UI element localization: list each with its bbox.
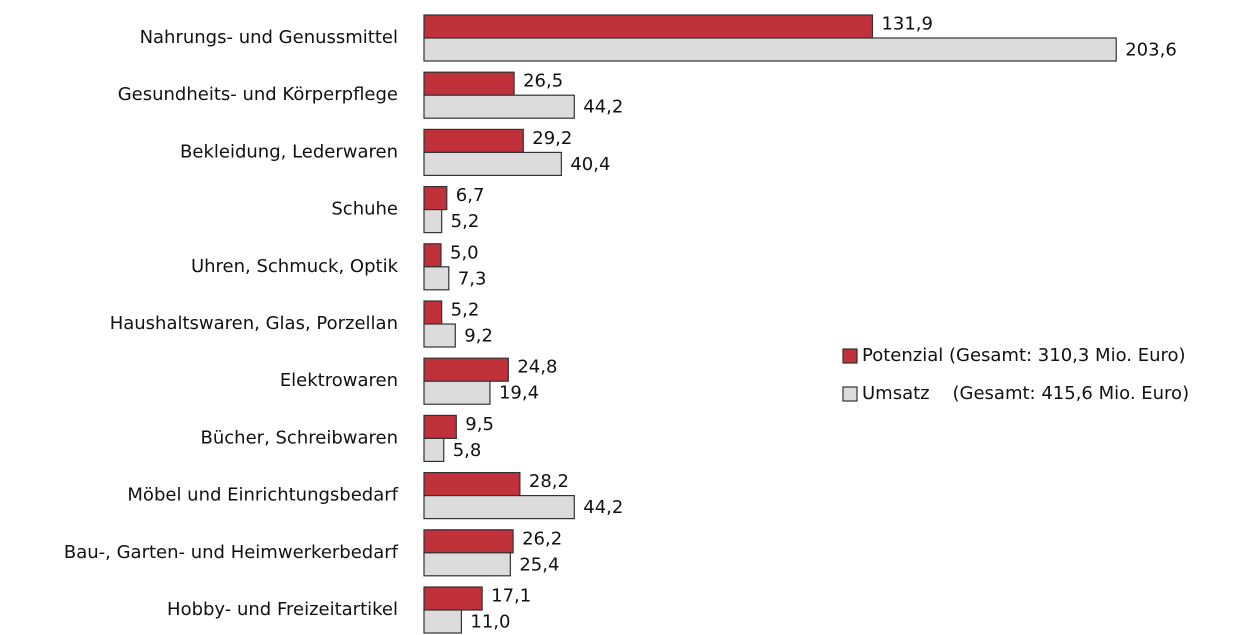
value-label: 25,4 xyxy=(519,554,559,575)
value-label: 29,2 xyxy=(532,128,572,149)
value-label: 5,2 xyxy=(451,211,480,232)
value-label: 9,2 xyxy=(464,326,493,347)
value-label: 131,9 xyxy=(881,14,933,35)
value-label: 203,6 xyxy=(1125,40,1177,61)
bar xyxy=(423,300,443,325)
category-label: Bekleidung, Lederwaren xyxy=(180,141,398,162)
value-label: 6,7 xyxy=(456,185,485,206)
legend-swatch xyxy=(842,348,858,364)
bar xyxy=(423,414,457,439)
bar xyxy=(423,14,874,39)
bar xyxy=(423,552,511,577)
value-label: 26,5 xyxy=(523,71,563,92)
value-label: 28,2 xyxy=(529,471,569,492)
category-label: Uhren, Schmuck, Optik xyxy=(191,256,399,277)
legend-label: Umsatz (Gesamt: 415,6 Mio. Euro) xyxy=(862,383,1189,404)
category-label: Schuhe xyxy=(331,199,398,220)
category-label: Hobby- und Freizeitartikel xyxy=(167,599,398,620)
bar xyxy=(423,94,575,119)
bar xyxy=(423,472,521,497)
bar xyxy=(423,529,514,554)
value-label: 11,0 xyxy=(470,612,510,633)
category-label: Gesundheits- und Körperpflege xyxy=(118,84,398,105)
bar xyxy=(423,357,509,382)
value-label: 44,2 xyxy=(583,497,623,518)
value-label: 19,4 xyxy=(499,383,539,404)
bar xyxy=(423,266,450,291)
legend-swatch xyxy=(842,386,858,402)
value-label: 5,0 xyxy=(450,242,479,263)
bar xyxy=(423,71,515,96)
category-label: Bücher, Schreibwaren xyxy=(201,427,398,448)
value-label: 40,4 xyxy=(570,154,610,175)
category-label: Haushaltswaren, Glas, Porzellan xyxy=(110,313,398,334)
category-label: Nahrungs- und Genussmittel xyxy=(140,27,398,48)
bar xyxy=(423,186,448,211)
bar xyxy=(423,609,463,634)
bar xyxy=(423,380,491,405)
value-label: 24,8 xyxy=(517,357,557,378)
category-label: Bau-, Garten- und Heimwerkerbedarf xyxy=(64,542,399,563)
bar xyxy=(423,437,445,462)
bar xyxy=(423,586,483,611)
value-label: 9,5 xyxy=(465,414,494,435)
category-label: Elektrowaren xyxy=(280,370,398,391)
bar xyxy=(423,209,443,234)
value-label: 5,8 xyxy=(453,440,482,461)
legend-label: Potenzial (Gesamt: 310,3 Mio. Euro) xyxy=(862,345,1186,366)
bar xyxy=(423,37,1117,62)
bar xyxy=(423,323,456,348)
bar xyxy=(423,243,442,268)
value-label: 7,3 xyxy=(458,268,487,289)
bar xyxy=(423,495,575,520)
value-label: 5,2 xyxy=(451,300,480,321)
value-label: 44,2 xyxy=(583,97,623,118)
value-label: 26,2 xyxy=(522,528,562,549)
category-label: Möbel und Einrichtungsbedarf xyxy=(127,485,398,506)
value-label: 17,1 xyxy=(491,586,531,607)
bar xyxy=(423,151,562,176)
bar xyxy=(423,128,524,153)
